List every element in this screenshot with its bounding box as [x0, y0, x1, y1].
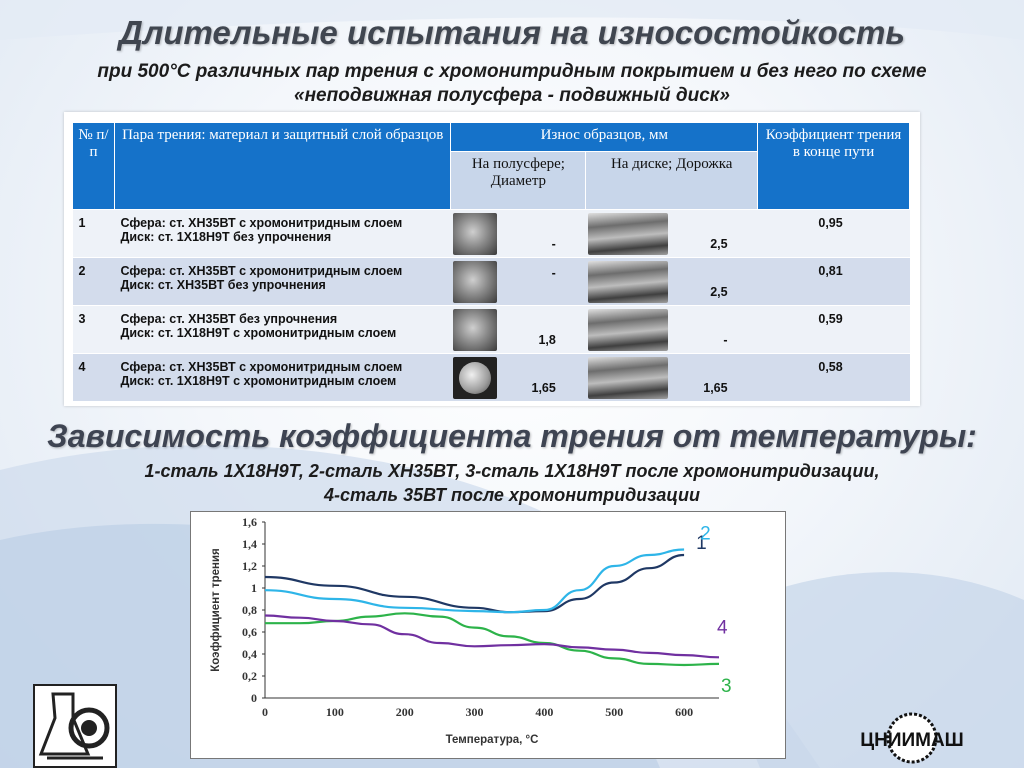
- pair-disk: Диск: ст. ХН35ВТ без упрочнения: [120, 278, 326, 292]
- coef-value: 0,58: [757, 353, 910, 402]
- coef-value: 0,81: [757, 257, 910, 306]
- series-line-1: [264, 553, 685, 614]
- disk-photo: [587, 213, 668, 255]
- series-label-3: 3: [721, 676, 732, 697]
- sphere-photo: [452, 213, 497, 255]
- sphere-wear-value: -: [551, 266, 556, 280]
- x-tick-label: 0: [262, 705, 268, 719]
- sphere-wear-value: 1,8: [538, 333, 556, 347]
- header-coef: Коэффициент трения в конце пути: [757, 122, 910, 210]
- sphere-wear-cell: 1,8: [450, 305, 586, 354]
- table-row: 4 Сфера: ст. ХН35ВТ с хромонитридным сло…: [72, 353, 910, 402]
- cniimash-logo-text: ЦНИИМАШ: [860, 730, 964, 751]
- x-axis-label: Температура, °С: [446, 734, 539, 746]
- table-row: 1 Сфера: ст. ХН35ВТ с хромонитридным сло…: [72, 209, 910, 258]
- y-tick-label: 1: [251, 581, 257, 595]
- pair-sphere: Сфера: ст. ХН35ВТ без упрочнения: [120, 312, 338, 326]
- coef-value: 0,95: [757, 209, 910, 258]
- pair-disk: Диск: ст. 1Х18Н9Т без упрочнения: [120, 230, 332, 244]
- y-tick-label: 0,8: [242, 603, 257, 617]
- series-label-1: 1: [696, 533, 707, 554]
- chart-section-title: Зависимость коэффициента трения от темпе…: [47, 418, 977, 454]
- pair-sphere: Сфера: ст. ХН35ВТ с хромонитридным слоем: [120, 216, 403, 230]
- x-tick-label: 100: [326, 705, 344, 719]
- y-tick-label: 0,4: [242, 647, 257, 661]
- sphere-photo: [452, 357, 497, 399]
- x-tick-label: 200: [396, 705, 414, 719]
- chart-subtitle-line-2: 4-сталь 35ВТ после хромонитридизации: [323, 485, 701, 505]
- page-title: Длительные испытания на износостойкость: [119, 14, 905, 51]
- row-number: 3: [72, 305, 115, 354]
- disk-wear-value: 2,5: [710, 237, 728, 251]
- series-label-2: 2: [700, 524, 711, 545]
- disk-photo: [587, 309, 668, 351]
- subtitle-line-2: «неподвижная полусфера - подвижный диск»: [294, 85, 730, 106]
- table-row: 2 Сфера: ст. ХН35ВТ с хромонитридным сло…: [72, 257, 910, 306]
- x-tick-label: 400: [535, 705, 553, 719]
- institute-logo-icon: [33, 684, 117, 768]
- row-pair: Сфера: ст. ХН35ВТ с хромонитридным слоем…: [114, 257, 451, 306]
- y-axis-label: Коэффициент трения: [210, 548, 222, 672]
- row-pair: Сфера: ст. ХН35ВТ без упрочнения Диск: ст…: [114, 305, 451, 354]
- pair-disk: Диск: ст. 1Х18Н9Т с хромонитридным слоем: [120, 326, 397, 340]
- disk-wear-cell: -: [585, 305, 758, 354]
- sphere-wear-cell: -: [450, 209, 586, 258]
- pair-sphere: Сфера: ст. ХН35ВТ с хромонитридным слоем: [120, 264, 403, 278]
- header-wear-disk: На диске; Дорожка: [585, 151, 759, 210]
- row-number: 2: [72, 257, 115, 306]
- header-pair: Пара трения: материал и защитный слой об…: [113, 122, 452, 210]
- header-wear: Износ образцов, мм: [450, 122, 759, 152]
- disk-wear-value: 1,65: [703, 381, 728, 395]
- pair-sphere: Сфера: ст. ХН35ВТ с хромонитридным слоем: [120, 360, 403, 374]
- header-wear-sphere: На полусфере; Диаметр: [450, 151, 587, 210]
- sphere-wear-cell: 1,65: [450, 353, 586, 402]
- disk-wear-value: 2,5: [710, 285, 728, 299]
- x-tick-label: 500: [605, 705, 623, 719]
- y-tick-label: 1,6: [242, 515, 257, 529]
- wear-test-table-panel: № п/ п Пара трения: материал и защитный …: [64, 112, 920, 406]
- disk-photo: [587, 261, 668, 303]
- disk-photo: [587, 357, 668, 399]
- subtitle-line-1: при 500°С различных пар трения с хромони…: [97, 61, 927, 82]
- x-tick-label: 600: [675, 705, 693, 719]
- row-number: 4: [72, 353, 115, 402]
- y-tick-label: 0,2: [242, 669, 257, 683]
- wear-test-table: № п/ п Пара трения: материал и защитный …: [72, 122, 910, 402]
- y-tick-label: 0,6: [242, 625, 257, 639]
- sphere-wear-cell: -: [450, 257, 586, 306]
- disk-wear-cell: 1,65: [585, 353, 758, 402]
- cniimash-logo-icon: ЦНИИМАШ: [860, 712, 964, 764]
- coef-value: 0,59: [757, 305, 910, 354]
- chart-subtitle-line-1: 1-сталь 1Х18Н9Т, 2-сталь ХН35ВТ, 3-сталь…: [144, 461, 880, 481]
- disk-wear-value: -: [723, 333, 728, 347]
- disk-wear-cell: 2,5: [585, 209, 758, 258]
- sphere-photo: [452, 309, 497, 351]
- friction-chart-panel: 0 0,2 0,4 0,6 0,8 1 1,2 1,4 1,6 0 100 200 300 400 500 6…: [190, 511, 786, 759]
- series-label-4: 4: [717, 617, 728, 638]
- y-tick-label: 0: [251, 691, 257, 705]
- row-number: 1: [72, 209, 115, 258]
- page-subtitle: при 500°С различных пар трения с хромони…: [0, 60, 1024, 108]
- table-row: 3 Сфера: ст. ХН35ВТ без упрочнения Диск: …: [72, 305, 910, 354]
- sphere-photo: [452, 261, 497, 303]
- chart-section-subtitle: 1-сталь 1Х18Н9Т, 2-сталь ХН35ВТ, 3-сталь…: [0, 459, 1024, 507]
- disk-wear-cell: 2,5: [585, 257, 758, 306]
- pair-disk: Диск: ст. 1Х18Н9Т с хромонитридным слоем: [120, 374, 397, 388]
- header-num: № п/ п: [72, 122, 115, 210]
- y-tick-label: 1,2: [242, 559, 257, 573]
- row-pair: Сфера: ст. ХН35ВТ с хромонитридным слоем…: [114, 353, 451, 402]
- y-tick-label: 1,4: [242, 537, 257, 551]
- sphere-wear-value: 1,65: [531, 381, 556, 395]
- sphere-wear-value: -: [551, 237, 556, 251]
- row-pair: Сфера: ст. ХН35ВТ с хромонитридным слоем…: [114, 209, 451, 258]
- series-line-2: [264, 548, 685, 614]
- friction-chart: 0 0,2 0,4 0,6 0,8 1 1,2 1,4 1,6 0 100 200 300 400 500 6…: [210, 515, 732, 746]
- x-tick-label: 300: [466, 705, 484, 719]
- series-line-4: [264, 614, 720, 659]
